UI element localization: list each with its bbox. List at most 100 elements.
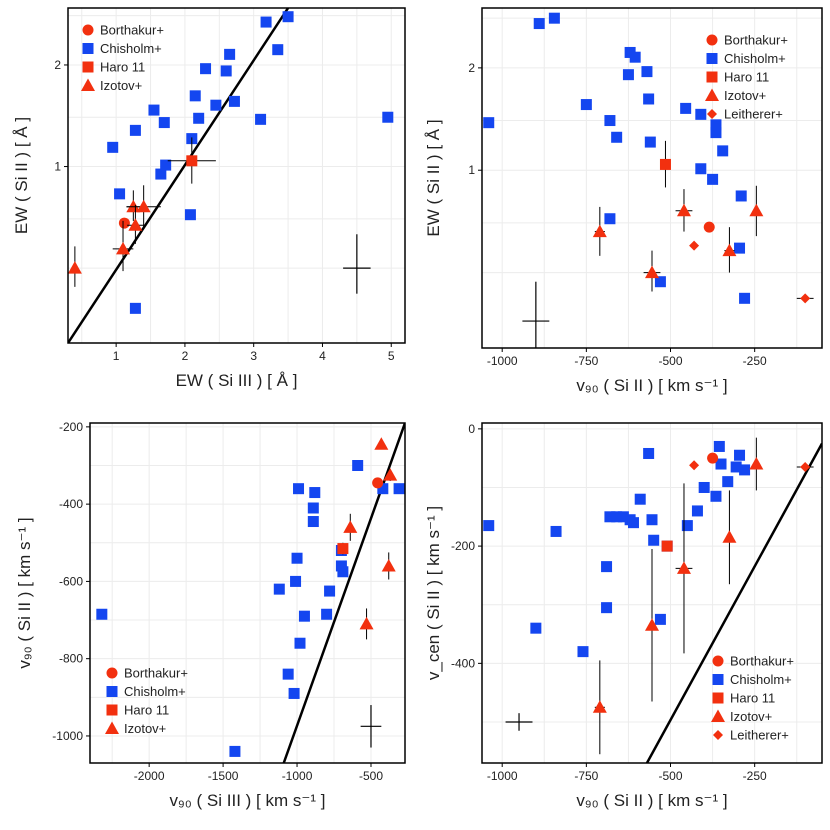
data-point: [200, 63, 212, 75]
legend-marker: [106, 686, 118, 697]
legend-marker: [712, 655, 724, 667]
grid-p2: [482, 8, 822, 348]
data-point: [689, 460, 700, 471]
data-point: [604, 115, 616, 127]
series-izotov-: [592, 185, 764, 292]
legend-marker: [712, 692, 724, 704]
data-point: [220, 65, 232, 77]
data-point: [118, 217, 130, 229]
data-point: [592, 224, 607, 238]
legend-label: Chisholm+: [124, 684, 186, 699]
series-haro-11: [661, 540, 673, 552]
legend-label: Chisholm+: [724, 51, 786, 66]
data-point: [228, 95, 240, 107]
series-haro-11: [167, 137, 216, 184]
legend-label: Borthakur+: [124, 666, 188, 681]
legend-p4: Borthakur+ Chisholm+ Haro 11 Izotov+ Leither…: [711, 654, 794, 743]
data-point: [210, 99, 222, 111]
x-tick-label: -500: [658, 769, 682, 783]
legend-label: Izotov+: [724, 88, 766, 103]
data-point: [68, 261, 82, 274]
data-point: [291, 552, 303, 564]
data-point: [645, 265, 659, 279]
data-point: [129, 124, 141, 136]
series-borthakur-: [372, 477, 384, 489]
x-axis-label: EW ( Si III ) [ Å ]: [176, 371, 298, 390]
grid-p1: [68, 8, 405, 343]
data-point: [800, 461, 811, 472]
data-point: [691, 505, 703, 517]
plot-area-p2: [483, 12, 814, 348]
data-point: [96, 608, 108, 620]
legend-p1: Borthakur+ Chisholm+ Haro 11 Izotov+: [81, 23, 164, 93]
data-point: [648, 534, 660, 546]
legend-marker: [705, 88, 719, 101]
data-point: [272, 44, 284, 56]
data-point: [107, 141, 119, 153]
x-tick-label: 5: [388, 349, 395, 363]
legend-label: Haro 11: [730, 691, 775, 706]
data-point: [654, 613, 666, 625]
data-point: [661, 540, 673, 552]
data-point: [372, 477, 384, 489]
plot-frame: [481, 422, 823, 764]
data-point: [695, 163, 707, 175]
x-tick-label: -750: [574, 769, 598, 783]
data-point: [604, 213, 616, 225]
data-point: [641, 66, 653, 78]
x-tick-label: 4: [319, 349, 326, 363]
data-point: [359, 616, 374, 630]
y-tick-label: 1: [54, 160, 61, 174]
legend-marker: [106, 704, 118, 716]
data-point: [381, 558, 396, 572]
data-point: [707, 452, 719, 464]
y-tick-label: 2: [54, 58, 61, 72]
data-point: [548, 12, 560, 24]
data-point: [722, 476, 734, 488]
x-tick-label: -2000: [134, 769, 165, 783]
y-tick-label: -1000: [52, 729, 83, 743]
data-point: [116, 241, 131, 255]
data-point: [374, 437, 389, 450]
legend-label: Haro 11: [724, 70, 769, 85]
data-point: [715, 458, 727, 470]
y-tick-label: -400: [451, 656, 475, 670]
legend-label: Borthakur+: [730, 654, 794, 669]
data-point: [128, 218, 143, 231]
legend-marker: [105, 721, 119, 734]
data-point: [646, 514, 658, 526]
data-point: [735, 190, 747, 202]
legend-p2: Borthakur+ Chisholm+ Haro 11 Izotov+ Leither…: [705, 33, 788, 122]
plot-frame: [67, 7, 406, 344]
data-point: [734, 449, 746, 461]
y-tick-label: -400: [59, 497, 83, 511]
data-point: [160, 159, 172, 171]
x-tick-label: -1500: [208, 769, 239, 783]
data-point: [654, 276, 666, 288]
data-point: [530, 622, 542, 634]
data-point: [307, 516, 319, 528]
data-point: [337, 566, 349, 578]
data-point: [483, 117, 495, 129]
legend-label: Haro 11: [124, 703, 169, 718]
reference-line: [282, 423, 405, 763]
plot-area-p4: [483, 437, 822, 763]
series-chisholm-: [483, 12, 751, 304]
series-leitherer-: [689, 240, 814, 304]
legend-marker: [706, 34, 718, 46]
data-point: [309, 487, 321, 499]
x-axis-label: v₉₀ ( Si II ) [ km s⁻¹ ]: [576, 376, 727, 395]
x-tick-label: 1: [113, 349, 120, 363]
data-point: [676, 203, 691, 217]
legend-marker: [711, 709, 725, 722]
data-point: [129, 302, 141, 314]
series-borthakur-: [118, 217, 130, 229]
x-axis-label: v₉₀ ( Si III ) [ km s⁻¹ ]: [170, 791, 326, 810]
y-tick-label: 2: [468, 61, 475, 75]
plot-frame: [89, 422, 406, 764]
data-point: [611, 131, 623, 143]
legend-marker: [106, 667, 118, 679]
x-tick-label: 3: [250, 349, 257, 363]
x-tick-label: -250: [743, 769, 767, 783]
series-chisholm-: [483, 440, 751, 658]
